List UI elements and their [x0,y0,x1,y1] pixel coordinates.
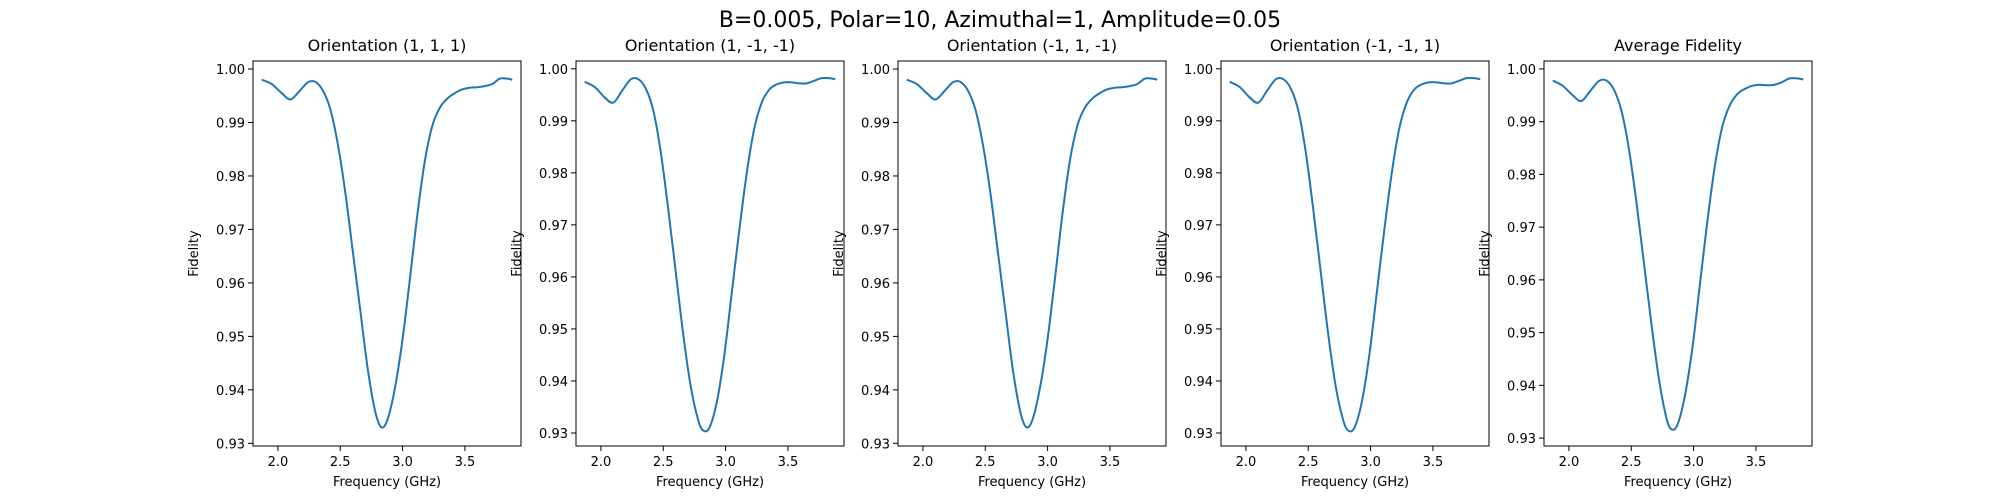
y-tick-label: 0.95 [216,330,245,345]
y-tick-label: 0.95 [539,323,568,338]
y-axis-label: Fidelity [510,230,525,277]
y-tick-label: 0.95 [1184,323,1213,338]
y-axis-label: Fidelity [832,230,847,277]
y-tick-label: 0.97 [861,223,890,238]
y-tick-label: 0.98 [861,170,890,185]
series-line-1 [261,77,513,429]
y-tick-label: 0.93 [1184,427,1213,442]
y-axis-label: Fidelity [187,230,202,277]
subplot-4: Orientation (-1, -1, 1) 2.0 2.5 3.0 3.5 0.93 0… [1155,36,1490,490]
x-tick-label: 3.0 [392,455,413,470]
x-axis-label: Frequency (GHz) [1624,475,1732,490]
subplots: Orientation (1, 1, 1) 2.0 2.5 3.0 3.5 0.93 0.9… [187,36,1813,490]
y-tick-label: 0.94 [216,384,245,399]
y-tick-label: 0.99 [861,116,890,131]
y-tick-label: 0.98 [1507,168,1536,183]
subplot-title: Orientation (-1, 1, -1) [947,36,1117,55]
y-tick-label: 0.98 [539,167,568,182]
x-tick-label: 2.0 [1236,455,1257,470]
series-line-1 [1552,77,1804,431]
x-tick-label: 2.0 [268,455,289,470]
y-tick-label: 0.93 [861,437,890,452]
x-tick-label: 2.5 [1298,455,1319,470]
x-axis-label: Frequency (GHz) [656,475,764,490]
subplot-2: Orientation (1, -1, -1) 2.0 2.5 3.0 3.5 0.93 0… [510,36,845,490]
y-tick-label: 0.94 [1507,379,1536,394]
y-tick-label: 0.99 [1507,116,1536,131]
x-tick-label: 2.0 [913,455,934,470]
subplot-title: Average Fidelity [1614,36,1742,55]
x-axis-label: Frequency (GHz) [1301,475,1409,490]
series-line-1 [906,77,1158,429]
y-tick-label: 0.93 [216,437,245,452]
y-tick-label: 0.97 [216,223,245,238]
subplot-title: Orientation (-1, -1, 1) [1270,36,1440,55]
y-tick-label: 0.94 [539,375,568,390]
series-line-1 [1229,76,1481,433]
y-tick-label: 0.95 [861,330,890,345]
x-tick-label: 3.0 [1683,455,1704,470]
subplot-1: Orientation (1, 1, 1) 2.0 2.5 3.0 3.5 0.93 0.9… [187,36,522,490]
series-line-1 [584,76,836,433]
y-tick-label: 0.98 [1184,167,1213,182]
subplot-title: Orientation (1, 1, 1) [308,36,467,55]
y-tick-label: 0.97 [539,219,568,234]
x-tick-label: 2.0 [1559,455,1580,470]
y-tick-label: 0.96 [861,277,890,292]
axes-frame [252,60,522,447]
y-tick-label: 0.97 [1507,221,1536,236]
axes-frame [1220,60,1490,447]
subplot-title: Orientation (1, -1, -1) [625,36,795,55]
x-axis-label: Frequency (GHz) [333,475,441,490]
y-tick-label: 1.00 [539,63,568,78]
y-tick-label: 0.94 [1184,375,1213,390]
figure-suptitle: B=0.005, Polar=10, Azimuthal=1, Amplitud… [719,8,1281,33]
y-tick-label: 0.96 [539,271,568,286]
y-tick-label: 0.94 [861,384,890,399]
x-tick-label: 2.5 [330,455,351,470]
y-tick-label: 1.00 [1184,63,1213,78]
y-axis-label: Fidelity [1478,230,1493,277]
axes-frame [897,60,1167,447]
axes-frame [575,60,845,447]
y-tick-label: 0.96 [1507,274,1536,289]
x-tick-label: 2.5 [653,455,674,470]
y-tick-label: 1.00 [216,63,245,78]
axes-frame [1543,60,1813,447]
x-tick-label: 3.5 [1423,455,1444,470]
y-tick-label: 0.97 [1184,219,1213,234]
x-tick-label: 3.5 [1746,455,1767,470]
x-tick-label: 3.0 [715,455,736,470]
y-tick-label: 1.00 [861,63,890,78]
x-tick-label: 3.0 [1360,455,1381,470]
x-tick-label: 2.5 [1621,455,1642,470]
x-tick-label: 3.5 [455,455,476,470]
y-tick-label: 0.99 [216,116,245,131]
y-tick-label: 0.93 [1507,432,1536,447]
x-tick-label: 3.0 [1037,455,1058,470]
y-tick-label: 0.93 [539,427,568,442]
y-tick-label: 0.99 [1184,115,1213,130]
x-axis-label: Frequency (GHz) [978,475,1086,490]
subplot-3: Orientation (-1, 1, -1) 2.0 2.5 3.0 3.5 0.93 0… [832,36,1167,490]
x-tick-label: 3.5 [778,455,799,470]
x-tick-label: 2.0 [591,455,612,470]
x-tick-label: 3.5 [1100,455,1121,470]
y-tick-label: 0.95 [1507,327,1536,342]
y-axis-label: Fidelity [1155,230,1170,277]
y-tick-label: 0.96 [1184,271,1213,286]
subplot-5: Average Fidelity 2.0 2.5 3.0 3.5 0.93 0.94 0.95… [1478,36,1813,490]
y-tick-label: 0.99 [539,115,568,130]
x-tick-label: 2.5 [975,455,996,470]
y-tick-label: 0.96 [216,277,245,292]
y-tick-label: 1.00 [1507,63,1536,78]
y-tick-label: 0.98 [216,170,245,185]
